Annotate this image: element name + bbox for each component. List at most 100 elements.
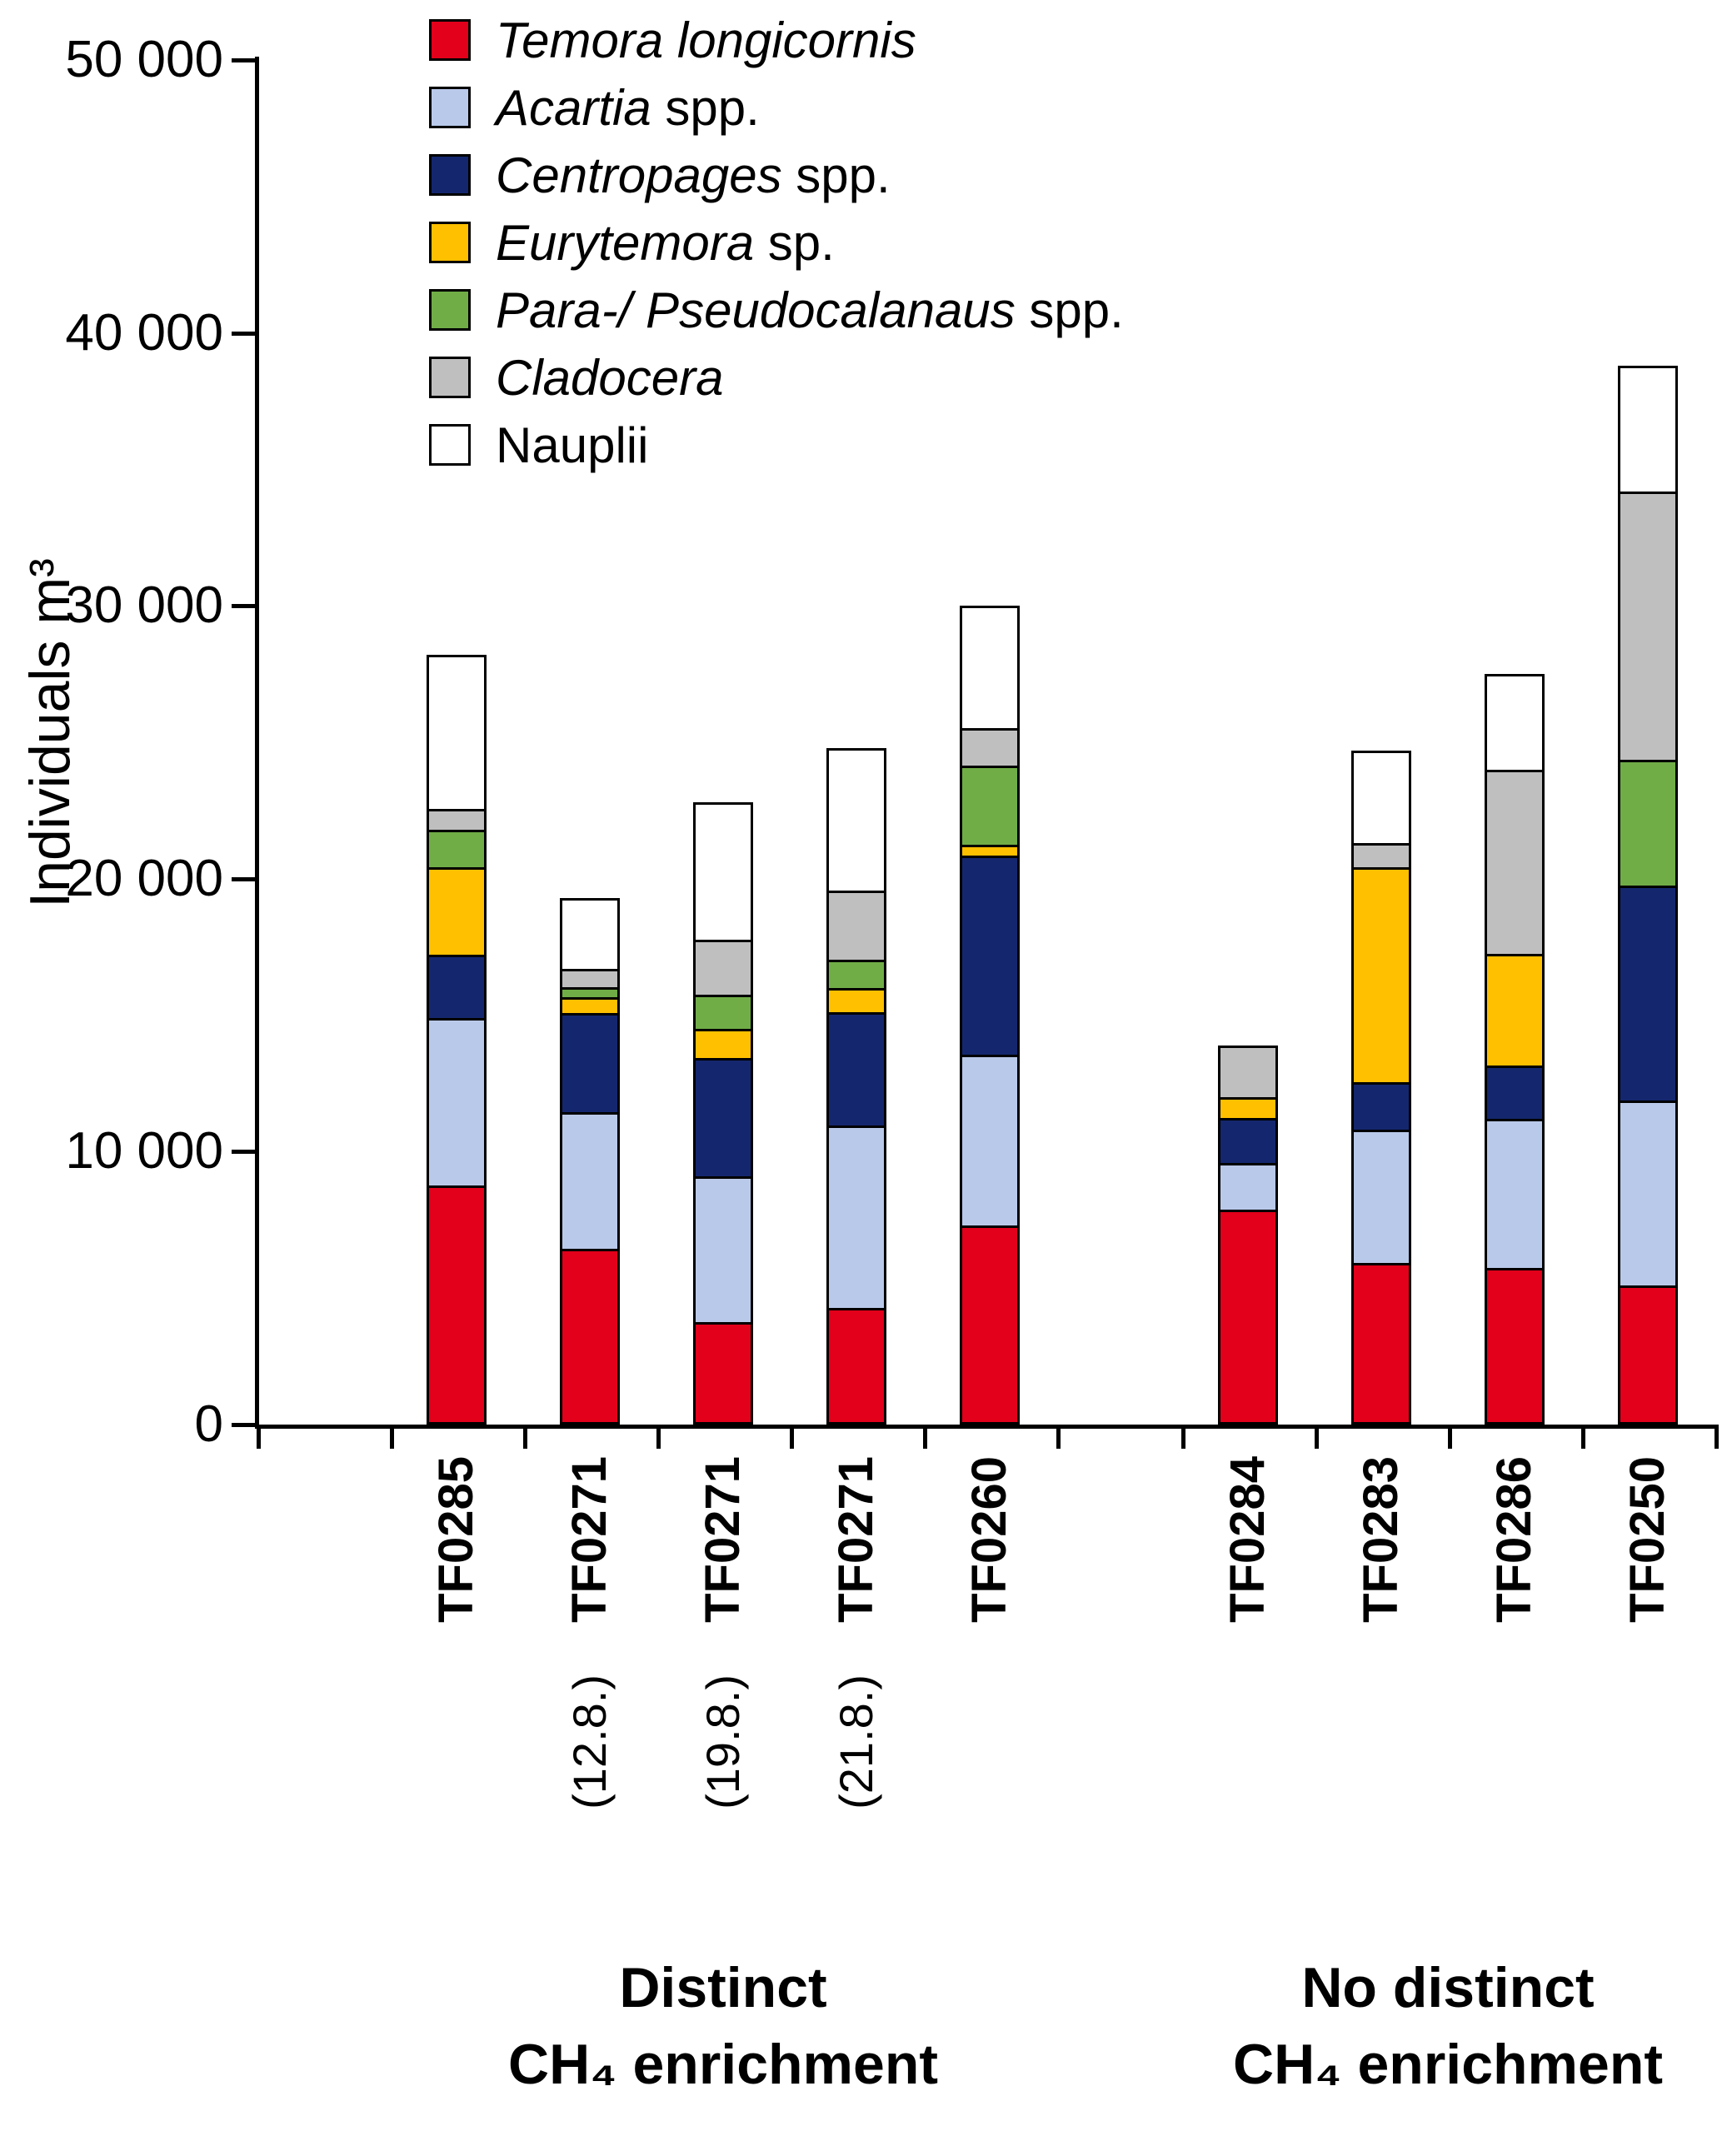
x-category-label: TF0286 [1487,1456,1541,1623]
bar-segment-centropages-spp [1354,1082,1409,1130]
bar-segment-centropages-spp [829,1011,884,1126]
x-axis-tick [1181,1429,1185,1449]
legend-swatch-acartia [429,87,471,128]
x-category-sublabel: (21.8.) [830,1674,882,1809]
bar-segment-nauplii [696,805,751,940]
legend-swatch-eurytemora [429,222,471,263]
legend-label-italic: Eurytemora [496,214,755,271]
bar-segment-para-pseudocalanaus-spp [562,986,617,998]
legend-label-italic: Acartia [496,79,651,136]
legend-swatch-centropages [429,154,471,196]
y-axis-tick [232,1150,257,1155]
bar-segment-acartia-spp [1220,1162,1275,1210]
y-axis-tick [232,876,257,881]
y-axis-tick [232,58,257,62]
group-label-line: CH₄ enrichment [1232,2033,1664,2096]
bar-segment-temora-longicornis [696,1321,751,1422]
bar-segment-eurytemora-sp [562,997,617,1013]
bar-segment-acartia-spp [1487,1118,1542,1268]
x-category-label: TF0285 [429,1456,483,1623]
bar-segment-nauplii [1487,676,1542,771]
legend-label: Acartia spp. [496,79,760,137]
y-axis-tick [232,331,257,336]
bar-segment-para-pseudocalanaus-spp [429,830,484,867]
x-category-label: TF0271 [829,1456,883,1623]
legend-item-eurytemora: Eurytemora sp. [429,212,835,272]
bar-segment-temora-longicornis [1620,1285,1675,1422]
legend-label: Cladocera [496,349,724,407]
bar-segment-acartia-spp [962,1055,1017,1225]
y-axis-tick-label: 40 000 [65,303,223,362]
bar-segment-cladocera [829,891,884,960]
legend-swatch-para-pseudocalanaus [429,289,471,331]
bar-segment-centropages-spp [1220,1118,1275,1163]
bar-segment-eurytemora-sp [429,866,484,955]
bar-segment-temora-longicornis [1487,1267,1542,1422]
stacked-bar-tf0284 [1218,1045,1278,1425]
x-axis-tick [1056,1429,1061,1449]
legend-label-roman: sp. [754,214,835,271]
stacked-bar-tf0271 [826,747,886,1425]
y-axis-tick-label: 50 000 [65,31,223,88]
legend-item-temora-longicornis: Temora longicornis [429,10,916,70]
bar-segment-temora-longicornis [562,1249,617,1422]
x-category-label: TF0250 [1620,1456,1675,1623]
stacked-bar-tf0250 [1618,365,1678,1425]
x-axis-tick [257,1429,261,1449]
legend-item-nauplii: Nauplii [429,415,648,475]
legend-label-italic: Cladocera [496,349,724,406]
bar-segment-acartia-spp [1620,1100,1675,1285]
y-axis-tick-label: 20 000 [65,849,223,907]
legend-label-roman: spp. [781,147,891,203]
bar-segment-centropages-spp [1620,886,1675,1100]
legend-label-roman: spp. [651,79,760,136]
x-category-label: TF0284 [1220,1456,1275,1623]
x-axis-tick [1581,1429,1585,1449]
x-axis-tick [656,1429,661,1449]
legend-label: Eurytemora sp. [496,214,835,272]
legend-label-italic: Temora longicornis [496,12,916,68]
y-axis-tick-label: 30 000 [65,576,223,635]
y-axis-tick [232,604,257,609]
bar-segment-nauplii [962,608,1017,728]
bar-segment-cladocera [696,939,751,996]
legend-item-para-pseudocalanaus: Para-/ Pseudocalanaus spp. [429,280,1124,340]
bar-segment-centropages-spp [962,855,1017,1056]
bar-segment-cladocera [1354,843,1409,867]
bar-segment-acartia-spp [562,1112,617,1250]
legend-label-italic: Para-/ Pseudocalanaus [496,282,1016,338]
legend-item-cladocera: Cladocera [429,347,724,407]
stacked-bar-tf0286 [1485,674,1545,1425]
legend-swatch-cladocera [429,357,471,398]
x-axis-tick [1315,1429,1319,1449]
y-axis-tick [232,1423,257,1427]
legend-swatch-nauplii [429,424,471,466]
x-category-label: TF0271 [696,1456,750,1623]
bar-segment-eurytemora-sp [962,845,1017,856]
bar-segment-para-pseudocalanaus-spp [1620,760,1675,886]
y-axis-tick-label: 0 [194,1395,223,1453]
x-category-label: TF0283 [1354,1456,1408,1623]
bar-segment-cladocera [429,809,484,831]
bar-segment-cladocera [1220,1047,1275,1098]
stacked-bar-tf0285 [427,655,487,1425]
bar-segment-temora-longicornis [829,1308,884,1423]
bar-segment-nauplii [1620,367,1675,492]
group-label-line: CH₄ enrichment [507,2033,939,2096]
bar-segment-temora-longicornis [1354,1262,1409,1422]
bar-segment-cladocera [962,728,1017,766]
bar-segment-eurytemora-sp [696,1029,751,1058]
bar-segment-nauplii [429,657,484,810]
y-axis-line [255,57,259,1429]
x-category-sublabel: (19.8.) [696,1674,749,1809]
bar-segment-centropages-spp [562,1012,617,1113]
x-axis-tick [1715,1429,1719,1449]
bar-segment-para-pseudocalanaus-spp [829,959,884,989]
group-label-line: No distinct [1301,1956,1595,2019]
bar-segment-centropages-spp [1487,1065,1542,1119]
legend-swatch-temora-longicornis [429,19,471,61]
legend-label: Nauplii [496,417,648,474]
bar-segment-temora-longicornis [429,1185,484,1422]
group-label-line: Distinct [619,1956,827,2019]
